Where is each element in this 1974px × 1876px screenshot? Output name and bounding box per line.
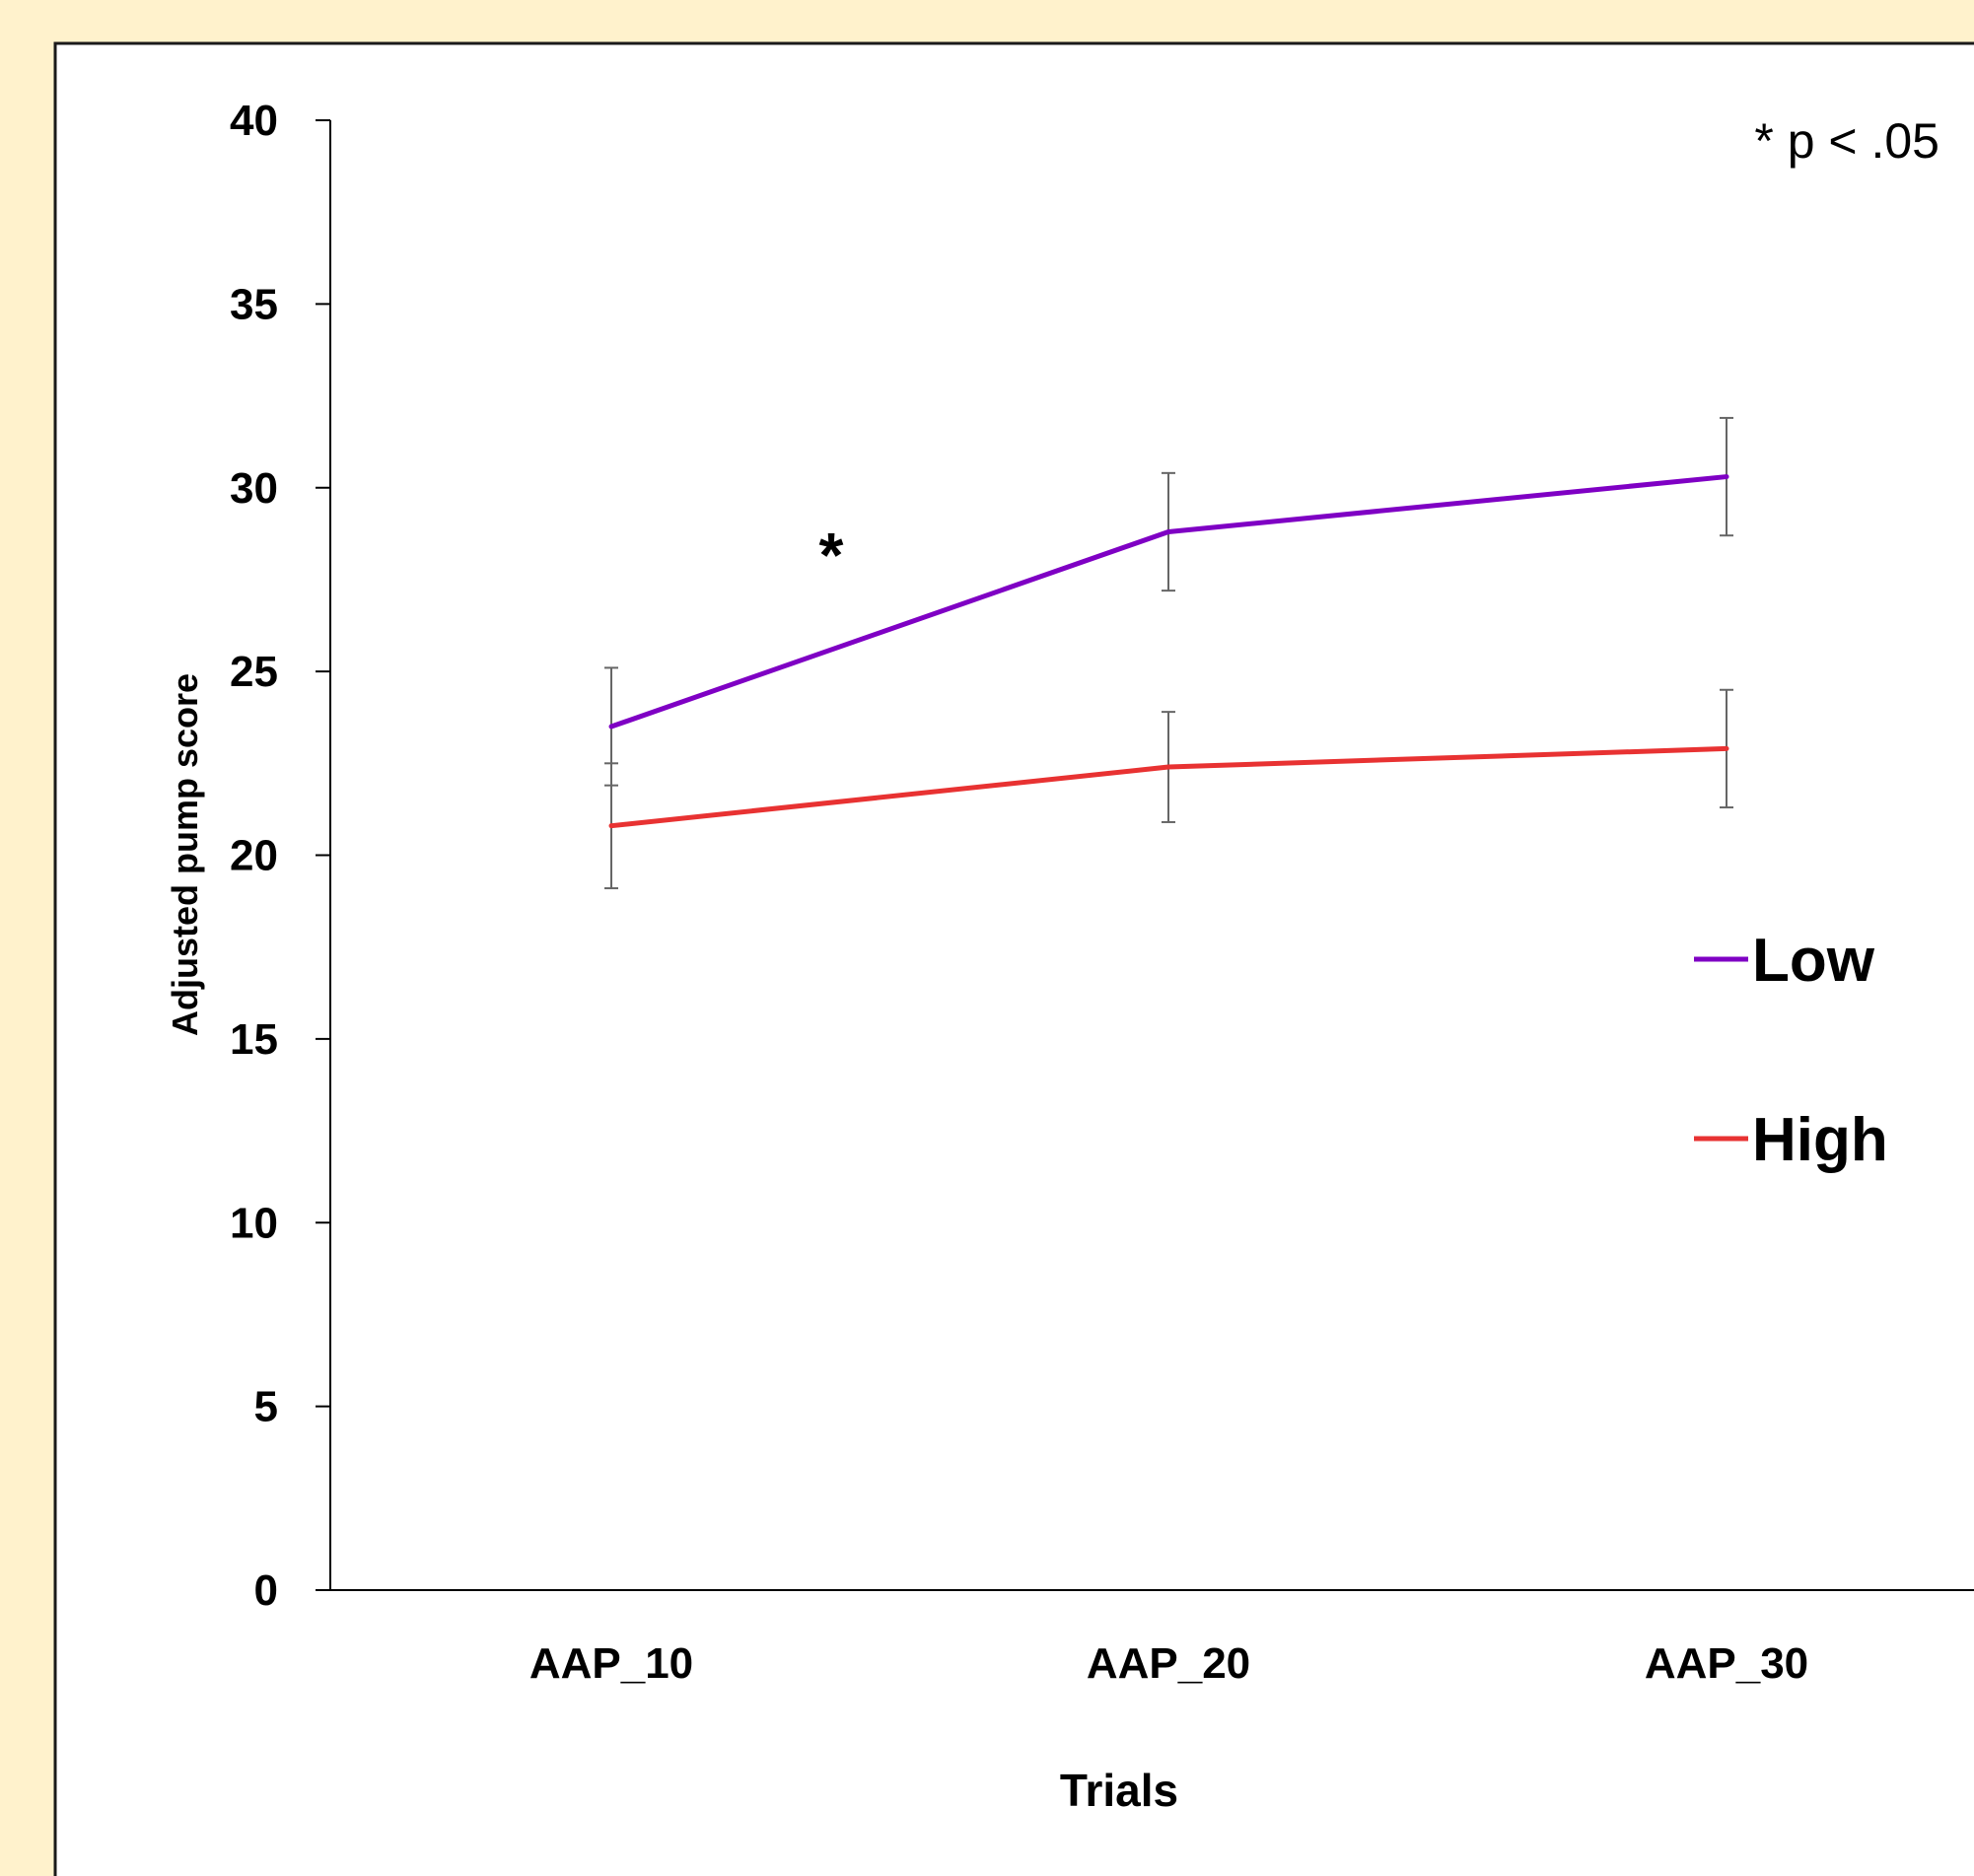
y-tick-label: 15 bbox=[230, 1015, 278, 1064]
p-value-note: * p < .05 bbox=[1754, 113, 1939, 169]
data-point bbox=[1724, 474, 1729, 480]
data-point bbox=[608, 823, 614, 829]
legend: Low High bbox=[1694, 927, 1888, 1174]
y-tick-label: 20 bbox=[230, 832, 278, 880]
data-point bbox=[1165, 764, 1171, 770]
y-axis-title: Adjusted pump score bbox=[165, 673, 205, 1036]
x-axis-title: Trials bbox=[1060, 1765, 1178, 1816]
y-tick-label: 0 bbox=[254, 1566, 278, 1615]
significance-marker: * bbox=[819, 520, 844, 591]
data-point bbox=[608, 724, 614, 730]
legend-label: Low bbox=[1752, 927, 1875, 995]
y-tick-label: 5 bbox=[254, 1383, 278, 1431]
y-tick-label: 35 bbox=[230, 280, 278, 328]
y-tick-label: 10 bbox=[230, 1199, 278, 1247]
y-tick-label: 30 bbox=[230, 464, 278, 513]
series-layer bbox=[604, 416, 1733, 890]
x-ticks: AAP_10 AAP_20 AAP_30 bbox=[529, 1639, 1808, 1688]
x-tick-label: AAP_20 bbox=[1087, 1639, 1250, 1688]
data-point bbox=[1724, 745, 1729, 751]
y-ticks: 0 5 10 15 20 25 30 35 40 bbox=[230, 97, 330, 1615]
chart-frame bbox=[53, 41, 1974, 1876]
y-tick-label: 25 bbox=[230, 648, 278, 696]
legend-label: High bbox=[1752, 1106, 1888, 1174]
y-tick-label: 40 bbox=[230, 97, 278, 145]
data-point bbox=[1165, 528, 1171, 534]
x-tick-label: AAP_10 bbox=[529, 1639, 693, 1688]
series-high bbox=[604, 688, 1733, 890]
x-tick-label: AAP_30 bbox=[1645, 1639, 1808, 1688]
